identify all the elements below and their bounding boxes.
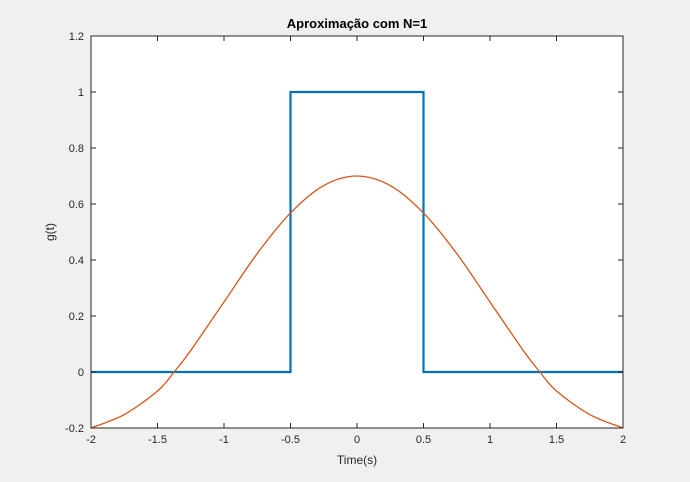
- x-tick-label: 1.5: [549, 434, 564, 446]
- ticks-layer: -2 -1.5 -1 -0.5 0 0.5 1 1.5 2 -0.2 0 0.2 0.4 0.6 0.8 1 1…: [65, 31, 626, 446]
- chart-title: Aproximação com N=1: [287, 16, 428, 31]
- plot-area: [91, 36, 623, 428]
- y-tick-label: 1: [78, 87, 84, 99]
- y-tick-label: -0.2: [65, 423, 84, 435]
- x-tick-label: 0: [354, 434, 360, 446]
- y-tick-label: 0.8: [69, 143, 84, 155]
- y-tick-label: 0.6: [69, 199, 84, 211]
- series-rect-pulse-line: [91, 90, 623, 374]
- y-axis-label: g(t): [43, 223, 57, 241]
- y-tick-label: 0.2: [69, 311, 84, 323]
- x-tick-label: 0.5: [416, 434, 431, 446]
- x-tick-label: 2: [620, 434, 626, 446]
- y-tick-label: 0: [78, 367, 84, 379]
- series-approximation-line: [91, 175, 623, 428]
- x-tick-label: -1: [219, 434, 229, 446]
- x-tick-label: -1.5: [148, 434, 167, 446]
- x-tick-label: -2: [86, 434, 96, 446]
- plot-frame: [90, 35, 624, 429]
- x-axis-label: Time(s): [337, 453, 377, 467]
- x-tick-label: -0.5: [281, 434, 300, 446]
- series-layer: [91, 90, 623, 428]
- y-tick-label: 0.4: [69, 255, 84, 267]
- x-tick-label: 1: [487, 434, 493, 446]
- y-tick-label: 1.2: [69, 31, 84, 43]
